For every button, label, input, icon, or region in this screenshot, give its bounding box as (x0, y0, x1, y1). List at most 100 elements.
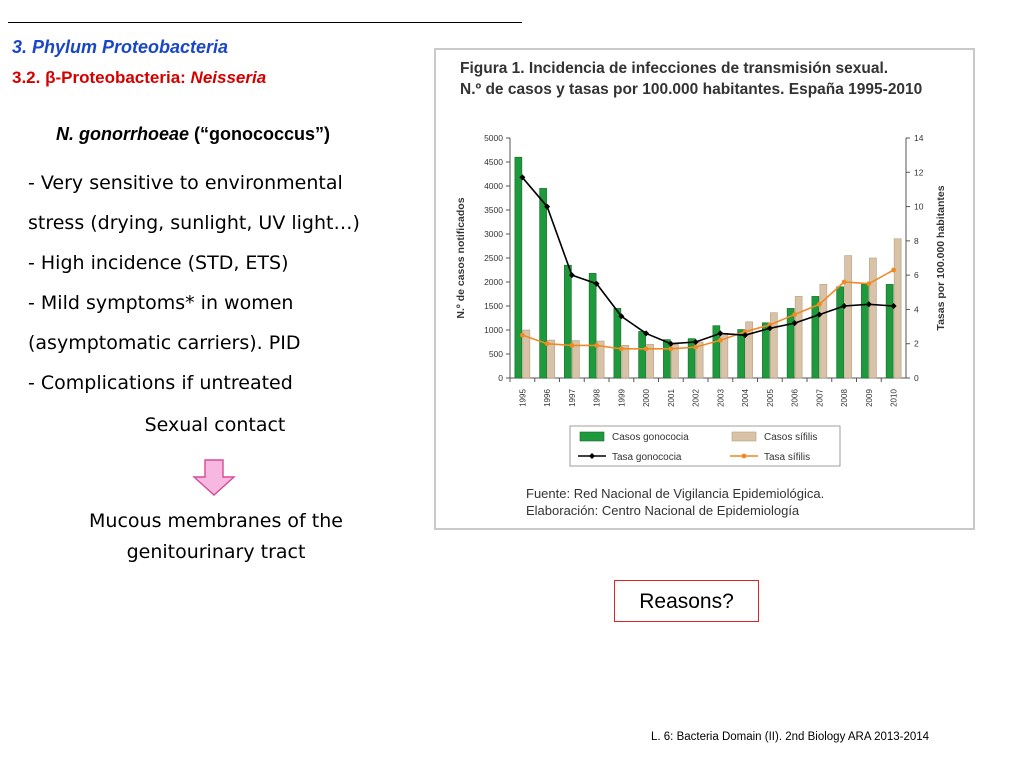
syphilis-rate-point (717, 337, 723, 343)
bar-syphilis (869, 257, 877, 379)
bar-gonococcus (737, 329, 745, 379)
x-tick-label: 2007 (815, 389, 824, 407)
bar-gonococcus (613, 308, 622, 379)
x-tick-label: 2008 (840, 389, 849, 407)
x-tick-label: 2009 (865, 389, 874, 407)
syphilis-rate-point (668, 346, 674, 352)
syphilis-rate-point (841, 279, 847, 285)
gonococcus-rate-point (593, 280, 600, 287)
x-tick-label: 2006 (791, 389, 800, 407)
y-tick-label-left: 3500 (484, 205, 503, 215)
y-tick-label-right: 14 (914, 133, 924, 143)
y-tick-label-left: 1500 (484, 301, 503, 311)
y-tick-label-right: 0 (914, 373, 919, 383)
y-tick-label-right: 2 (914, 339, 919, 349)
x-tick-label: 2003 (716, 389, 725, 407)
section-title: 3. Phylum Proteobacteria (12, 37, 229, 57)
top-rule (8, 22, 522, 23)
bullet-line: - Complications if untreated (28, 372, 293, 394)
legend-swatch-gonococcus-marker (589, 453, 595, 459)
y-axis-label-right: Tasas por 100.000 habitantes (935, 185, 947, 330)
x-tick-label: 2004 (741, 389, 750, 407)
bar-gonococcus (687, 338, 696, 379)
gonococcus-rate-point (841, 303, 848, 309)
x-tick-label: 2001 (667, 389, 676, 407)
legend-swatch-gonococcus-bar (579, 431, 605, 442)
bar-syphilis (695, 341, 704, 379)
bar-syphilis (572, 340, 580, 379)
gonococcus-rate-point (667, 340, 674, 347)
figure-source-line1: Fuente: Red Nacional de Vigilancia Epide… (526, 486, 825, 501)
gonococcus-rate-point (544, 203, 551, 210)
bar-gonococcus (836, 286, 844, 379)
figure-title-line1: Figura 1. Incidencia de infecciones de t… (460, 60, 889, 77)
x-tick-label: 2005 (766, 389, 775, 407)
bar-gonococcus (638, 331, 646, 379)
x-tick-label: 1995 (518, 389, 527, 407)
gonococcus-rate-line (521, 176, 894, 345)
gonococcus-rate-point (766, 325, 773, 332)
legend-label: Casos gonococia (612, 432, 689, 443)
bar-syphilis (844, 255, 852, 379)
x-tick-label: 1998 (593, 389, 602, 407)
bar-syphilis (547, 339, 555, 379)
x-tick-label: 2002 (692, 389, 701, 407)
syphilis-rate-point (816, 301, 822, 307)
bar-syphilis (745, 321, 753, 379)
bar-gonococcus (663, 339, 671, 379)
x-tick-label: 1997 (568, 389, 577, 407)
bar-syphilis (770, 312, 778, 379)
bar-gonococcus (762, 322, 770, 379)
bar-gonococcus (564, 264, 572, 379)
reasons-box: Reasons? (614, 580, 759, 622)
gonococcus-rate-point (865, 301, 872, 308)
down-arrow-icon (192, 459, 236, 496)
bullet-line: - Mild symptoms* in women (28, 292, 294, 314)
subsection-prefix: 3.2. β-Proteobacteria: (12, 68, 191, 87)
bar-syphilis (819, 284, 828, 379)
legend-box (569, 425, 841, 467)
footer-caption: L. 6: Bacteria Domain (II). 2nd Biology … (651, 731, 930, 743)
bar-gonococcus (588, 273, 597, 379)
y-axis-label-left: N.º de casos notificados (455, 197, 467, 318)
gonococcus-rate-point (816, 311, 823, 318)
bar-syphilis (893, 238, 902, 379)
bar-syphilis (522, 329, 531, 379)
syphilis-rate-point (544, 341, 550, 347)
figure-source: Fuente: Red Nacional de Vigilancia Epide… (526, 485, 824, 519)
subsection-genus: Neisseria (190, 68, 267, 87)
bullet-line: - High incidence (STD, ETS) (28, 252, 289, 274)
x-tick-label: 1999 (617, 389, 626, 407)
figure-title: Figura 1. Incidencia de infecciones de t… (460, 58, 960, 100)
subsection-title: 3.2. β-Proteobacteria: Neisseria (12, 68, 266, 88)
x-tick-label: 2010 (890, 389, 899, 407)
legend-label: Tasa gonococia (612, 452, 682, 463)
bar-syphilis (596, 340, 605, 379)
syphilis-rate-point (569, 343, 575, 348)
organism-species: N. gonorrhoeae (56, 124, 190, 144)
y-tick-label-left: 3000 (484, 229, 503, 239)
bullet-line: stress (drying, sunlight, UV light…) (28, 212, 360, 234)
legend-swatch-syphilis-bar (731, 431, 757, 442)
bar-gonococcus (786, 308, 795, 379)
syphilis-rate-point (792, 312, 798, 317)
legend-label: Tasa sífilis (764, 452, 810, 463)
y-tick-label-left: 0 (498, 373, 503, 383)
organism-heading: N. gonorrhoeae (“gonococcus”) (56, 124, 330, 145)
bar-gonococcus (514, 156, 523, 379)
transmission-source: Sexual contact (144, 414, 286, 436)
incidence-chart: 0 500 1000 1500 2000 2500 3000 3500 4000 4500 5000… (455, 133, 947, 467)
syphilis-rate-line (522, 269, 895, 350)
y-tick-label-left: 4500 (484, 157, 503, 167)
y-tick-label-left: 500 (489, 349, 503, 359)
bullet-line: (asymptomatic carriers). PID (28, 332, 301, 354)
syphilis-rate-point (618, 346, 624, 352)
bar-gonococcus (712, 325, 721, 379)
y-tick-label-left: 5000 (484, 133, 503, 143)
y-tick-label-left: 2000 (484, 277, 503, 287)
bar-gonococcus (885, 284, 894, 379)
y-tick-label-right: 6 (914, 270, 919, 280)
bullet-line: - Very sensitive to environmental (28, 172, 343, 194)
gonococcus-rate-point (519, 174, 526, 181)
bar-syphilis (671, 344, 679, 379)
